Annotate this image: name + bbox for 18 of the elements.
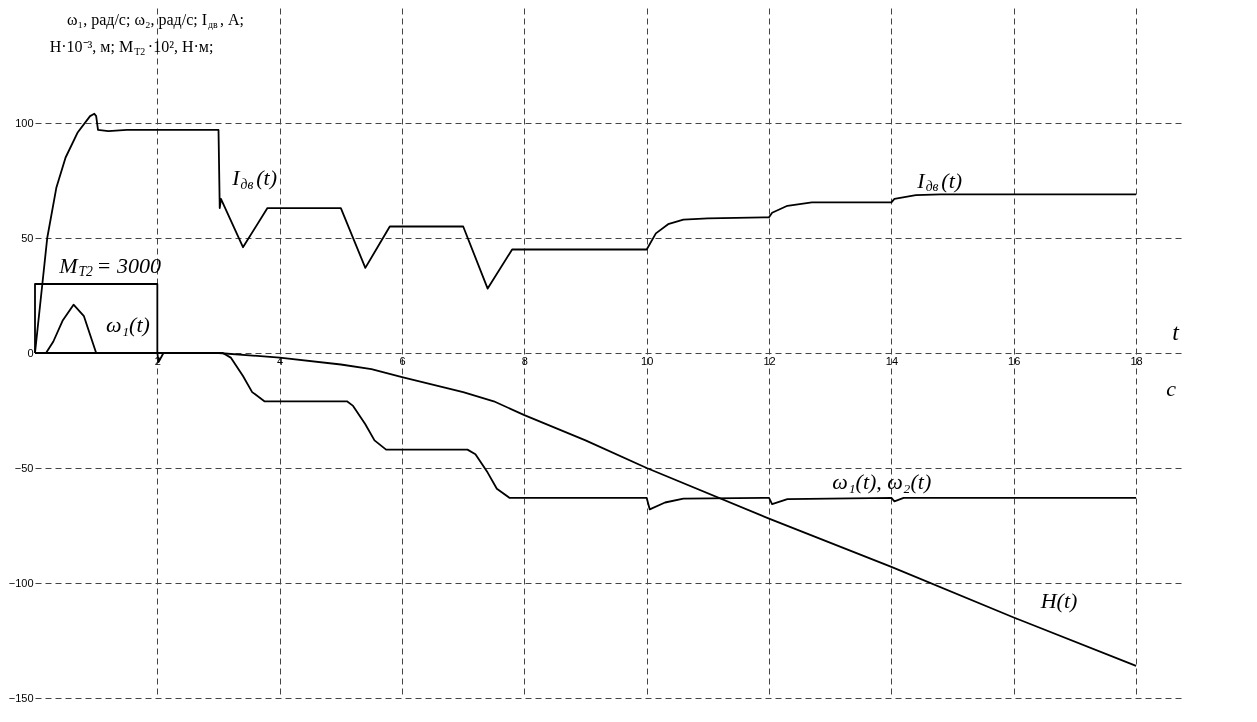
x-tick-label: 18 (1130, 354, 1143, 367)
x-tick-label: 6 (399, 354, 406, 367)
annotation: H(t) (1039, 588, 1078, 614)
x-axis-title: t (1172, 319, 1181, 345)
x-tick-label: 12 (763, 354, 776, 367)
annotation: ω₁(t) (105, 312, 150, 338)
y-tick-label: −50 (14, 461, 34, 474)
y-tick-label: −150 (8, 691, 34, 704)
annotation: с (1166, 376, 1177, 401)
x-tick-label: 16 (1008, 354, 1021, 367)
y-tick-label: 0 (27, 346, 34, 359)
annotation: ω₁(t), ω₂(t) (832, 468, 932, 494)
x-tick-label: 10 (641, 354, 654, 367)
y-tick-label: −100 (8, 576, 34, 589)
x-tick-label: 8 (521, 354, 528, 367)
y-tick-label: 50 (21, 231, 34, 244)
x-tick-label: 14 (885, 354, 899, 367)
y-tick-label: 100 (15, 116, 34, 129)
